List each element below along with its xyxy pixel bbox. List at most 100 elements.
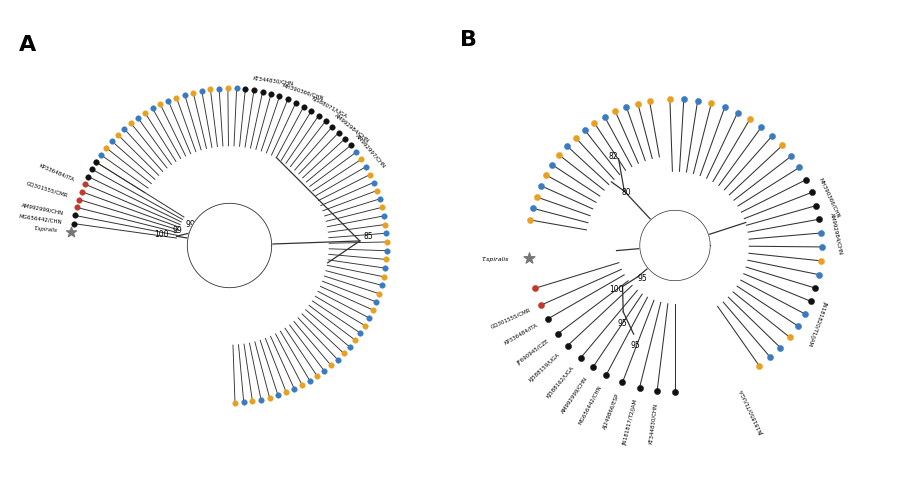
Point [752, 362, 767, 370]
Point [616, 379, 630, 386]
Text: KT344830/CHN: KT344830/CHN [253, 76, 294, 86]
Point [177, 91, 192, 99]
Point [146, 105, 160, 112]
Point [690, 97, 705, 105]
Point [349, 148, 364, 156]
Point [94, 151, 108, 159]
Point [104, 137, 119, 145]
Point [775, 141, 789, 149]
Point [812, 271, 826, 278]
Point [186, 88, 201, 96]
Point [633, 384, 647, 392]
Text: JN181817/T2/JAM: JN181817/T2/JAM [623, 399, 639, 446]
Point [539, 171, 554, 179]
Point [379, 229, 393, 237]
Point [569, 134, 583, 141]
Text: 82: 82 [608, 152, 618, 161]
Point [804, 298, 818, 305]
Text: 95: 95 [617, 319, 627, 328]
Text: 95: 95 [637, 274, 647, 283]
Text: T.spiralis: T.spiralis [33, 226, 58, 233]
Point [643, 97, 657, 105]
Text: AJ249866/ESP: AJ249866/ESP [602, 393, 620, 430]
Point [331, 129, 346, 136]
Point [377, 212, 392, 220]
Point [311, 112, 326, 120]
Point [117, 125, 131, 133]
Point [598, 113, 612, 121]
Point [319, 117, 333, 125]
Point [273, 92, 287, 100]
Point [370, 187, 384, 194]
Point [380, 238, 394, 246]
Point [363, 171, 377, 179]
Point [598, 371, 613, 379]
Point [812, 215, 826, 223]
Text: 99: 99 [185, 219, 195, 229]
Point [130, 114, 145, 122]
Point [677, 95, 691, 103]
Text: 100: 100 [609, 285, 624, 294]
Text: KP336484/ITA: KP336484/ITA [504, 323, 539, 346]
Text: GQ301555/CMR: GQ301555/CMR [490, 308, 531, 330]
Point [161, 97, 176, 105]
Point [68, 212, 83, 219]
Text: GQ301555/CMR: GQ301555/CMR [26, 181, 69, 198]
Point [330, 355, 345, 363]
Text: 80: 80 [622, 188, 631, 197]
Point [75, 188, 89, 195]
Point [374, 281, 389, 289]
Point [153, 100, 167, 108]
Point [256, 88, 270, 96]
Point [763, 353, 778, 361]
Point [799, 176, 814, 184]
Point [295, 381, 310, 389]
Point [561, 342, 575, 350]
Point [376, 273, 391, 281]
Point [526, 204, 540, 212]
Point [797, 310, 812, 318]
Point [782, 333, 796, 341]
Point [310, 372, 324, 380]
Point [69, 204, 84, 212]
Text: AM992984/CHN: AM992984/CHN [830, 212, 843, 255]
Point [271, 391, 285, 399]
Point [773, 344, 788, 352]
Point [527, 284, 542, 292]
Point [814, 229, 828, 237]
Point [366, 179, 381, 187]
Point [784, 152, 798, 160]
Point [551, 330, 565, 338]
Text: KT344830/CHN: KT344830/CHN [648, 403, 658, 444]
Point [99, 144, 113, 152]
Point [805, 189, 819, 196]
Point [89, 158, 104, 166]
Point [362, 314, 376, 322]
Point [730, 109, 744, 117]
Point [373, 195, 387, 203]
Point [545, 161, 560, 169]
Point [357, 322, 372, 329]
Point [324, 361, 338, 369]
Text: 100: 100 [155, 230, 169, 239]
Text: JN181820/T1/JAM: JN181820/T1/JAM [807, 300, 828, 346]
Text: MG656442/CHN: MG656442/CHN [19, 214, 63, 224]
Point [668, 388, 682, 396]
Point [279, 388, 293, 396]
Point [372, 290, 386, 298]
Point [378, 264, 392, 272]
Polygon shape [640, 210, 710, 281]
Point [220, 84, 235, 92]
Point [264, 90, 278, 98]
Point [287, 385, 302, 393]
Text: 95: 95 [631, 341, 640, 350]
Point [212, 84, 226, 92]
Point [325, 123, 339, 131]
Point [631, 100, 645, 108]
Point [123, 119, 138, 127]
Point [85, 165, 99, 173]
Point [343, 343, 357, 351]
Point [586, 363, 600, 371]
Point [790, 322, 805, 330]
Text: MH390366/CHN: MH390366/CHN [281, 82, 324, 101]
